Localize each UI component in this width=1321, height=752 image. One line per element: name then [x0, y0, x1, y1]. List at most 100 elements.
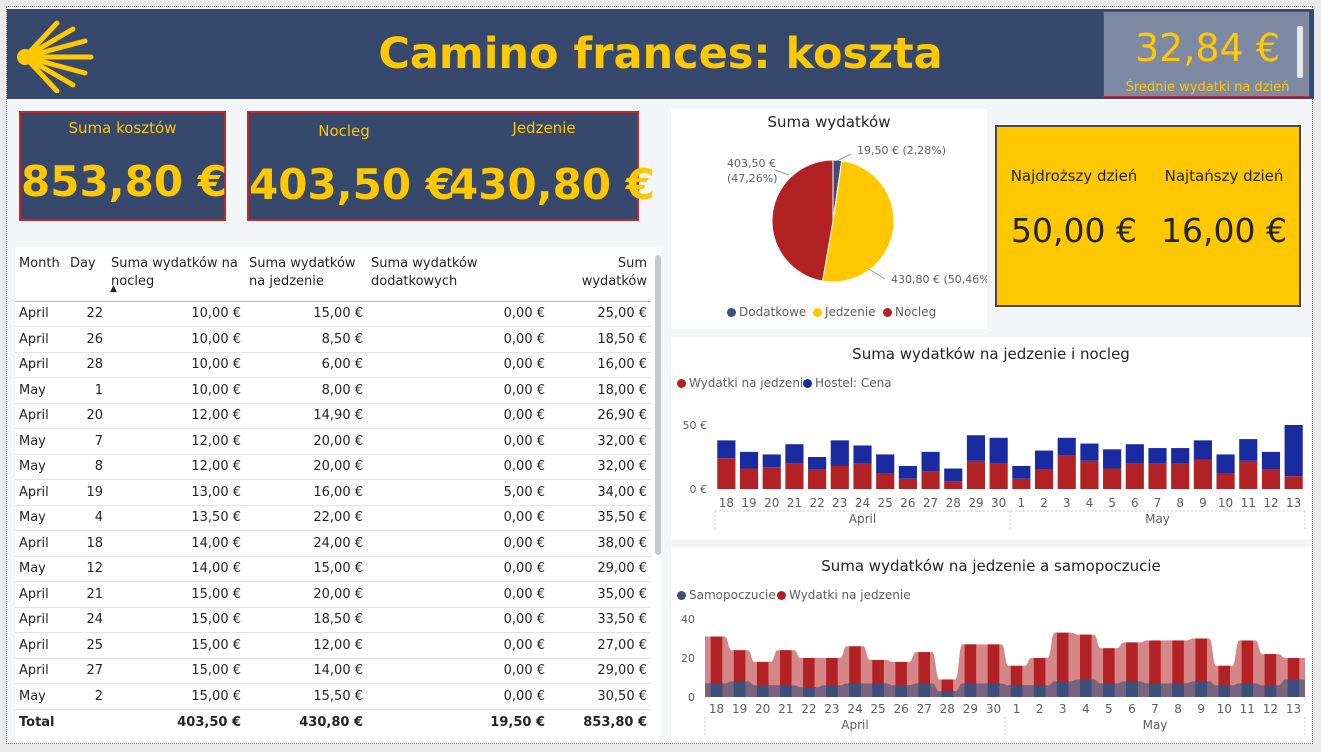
- column-header-lodging[interactable]: Suma wydatków na nocleg ▲: [107, 247, 245, 302]
- column-samopoczucie[interactable]: [1149, 683, 1161, 697]
- bar-food[interactable]: [1148, 463, 1167, 489]
- bar-hostel[interactable]: [1012, 465, 1031, 479]
- bar-food[interactable]: [717, 458, 736, 489]
- legend-item-dodatkowe[interactable]: Dodatkowe: [727, 305, 806, 319]
- column-food[interactable]: [710, 636, 723, 697]
- column-samopoczucie[interactable]: [1264, 685, 1277, 697]
- column-samopoczucie[interactable]: [1056, 681, 1069, 697]
- column-food[interactable]: [756, 661, 769, 697]
- column-food[interactable]: [918, 652, 930, 697]
- column-samopoczucie[interactable]: [780, 685, 792, 697]
- column-samopoczucie[interactable]: [1287, 679, 1300, 697]
- column-samopoczucie[interactable]: [710, 683, 723, 697]
- bar-food[interactable]: [830, 465, 849, 489]
- bar-hostel[interactable]: [989, 437, 1008, 464]
- column-samopoczucie[interactable]: [756, 685, 769, 697]
- legend-item-hostel[interactable]: Hostel: Cena: [803, 376, 892, 390]
- column-food[interactable]: [780, 650, 792, 697]
- column-samopoczucie[interactable]: [1033, 685, 1046, 697]
- column-samopoczucie[interactable]: [733, 681, 746, 697]
- bar-food[interactable]: [1103, 468, 1122, 489]
- column-food[interactable]: [1010, 665, 1023, 697]
- column-food[interactable]: [1126, 642, 1138, 697]
- bar-hostel[interactable]: [1103, 449, 1122, 469]
- legend-item-food-area[interactable]: Wydatki na jedzenie: [777, 588, 911, 602]
- column-food[interactable]: [1218, 665, 1230, 697]
- bar-hostel[interactable]: [1125, 444, 1144, 464]
- bar-food[interactable]: [944, 481, 963, 489]
- bar-food[interactable]: [898, 478, 917, 489]
- bar-food[interactable]: [1034, 469, 1054, 489]
- table-row[interactable]: May 8 12,00 €20,00 €0,00 €32,00 €: [15, 454, 651, 480]
- table-row[interactable]: April 22 10,00 €15,00 €0,00 €25,00 €: [15, 301, 651, 327]
- bar-food[interactable]: [989, 463, 1008, 489]
- bar-hostel[interactable]: [1216, 454, 1235, 474]
- bar-hostel[interactable]: [1148, 448, 1167, 464]
- column-samopoczucie[interactable]: [872, 683, 884, 697]
- bar-food[interactable]: [1080, 460, 1099, 489]
- bar-hostel[interactable]: [762, 454, 781, 468]
- column-samopoczucie[interactable]: [1126, 681, 1138, 697]
- pie-slice-jedzenie[interactable]: [821, 160, 895, 283]
- column-samopoczucie[interactable]: [918, 683, 930, 697]
- column-food[interactable]: [964, 644, 977, 697]
- column-food[interactable]: [1033, 658, 1046, 697]
- bar-food[interactable]: [762, 467, 781, 489]
- table-row[interactable]: April 28 10,00 €6,00 €0,00 €16,00 €: [15, 352, 651, 378]
- table-row[interactable]: April 24 15,00 €18,50 €0,00 €33,50 €: [15, 607, 651, 633]
- bar-food[interactable]: [808, 469, 827, 489]
- table-row[interactable]: April 25 15,00 €12,00 €0,00 €27,00 €: [15, 632, 651, 659]
- bar-hostel[interactable]: [921, 451, 940, 472]
- bar-food[interactable]: [1239, 460, 1258, 489]
- bar-hostel[interactable]: [1261, 451, 1281, 470]
- column-samopoczucie[interactable]: [1172, 683, 1184, 697]
- bar-food[interactable]: [1057, 455, 1076, 489]
- column-samopoczucie[interactable]: [1080, 679, 1092, 697]
- bar-hostel[interactable]: [785, 444, 804, 464]
- table-row[interactable]: April 27 15,00 €14,00 €0,00 €29,00 €: [15, 658, 651, 684]
- column-samopoczucie[interactable]: [1103, 683, 1115, 697]
- bar-hostel[interactable]: [944, 468, 963, 482]
- column-food[interactable]: [1056, 632, 1069, 697]
- bar-hostel[interactable]: [898, 465, 917, 479]
- bar-food[interactable]: [876, 473, 895, 489]
- column-samopoczucie[interactable]: [1010, 685, 1023, 697]
- column-samopoczucie[interactable]: [803, 687, 815, 697]
- table-row[interactable]: May 2 15,00 €15,50 €0,00 €30,50 €: [15, 683, 651, 710]
- bar-food[interactable]: [1216, 473, 1235, 489]
- table-row[interactable]: April 18 14,00 €24,00 €0,00 €38,00 €: [15, 530, 651, 557]
- column-food[interactable]: [1241, 640, 1254, 697]
- bar-food[interactable]: [966, 460, 986, 489]
- bar-hostel[interactable]: [1171, 448, 1190, 464]
- table-row[interactable]: April 26 10,00 €8,50 €0,00 €18,50 €: [15, 326, 651, 353]
- column-samopoczucie[interactable]: [895, 685, 907, 697]
- legend-item-nocleg[interactable]: Nocleg: [883, 305, 936, 319]
- bar-hostel[interactable]: [1193, 440, 1212, 460]
- bar-food[interactable]: [921, 471, 940, 489]
- bar-hostel[interactable]: [1239, 439, 1258, 461]
- column-food[interactable]: [1172, 640, 1184, 697]
- column-food[interactable]: [1195, 638, 1207, 698]
- column-food[interactable]: [733, 650, 746, 697]
- column-header-sum[interactable]: Sum wydatków: [549, 247, 651, 302]
- table-row[interactable]: May 4 13,50 €22,00 €0,00 €35,50 €: [15, 505, 651, 531]
- bar-hostel[interactable]: [966, 435, 986, 461]
- column-food[interactable]: [1080, 634, 1092, 697]
- column-food[interactable]: [1287, 658, 1300, 697]
- column-food[interactable]: [826, 658, 838, 697]
- column-samopoczucie[interactable]: [964, 683, 977, 697]
- column-food[interactable]: [987, 644, 1000, 697]
- bar-food[interactable]: [739, 468, 759, 489]
- column-food[interactable]: [941, 679, 954, 697]
- bar-food[interactable]: [1125, 463, 1144, 489]
- bar-hostel[interactable]: [717, 440, 736, 459]
- bar-food[interactable]: [1193, 459, 1212, 489]
- legend-item-food[interactable]: Wydatki na jedzenie: [677, 376, 811, 390]
- column-header-month[interactable]: Month: [15, 247, 66, 302]
- column-food[interactable]: [1264, 654, 1277, 697]
- legend-item-jedzenie[interactable]: Jedzenie: [813, 305, 876, 319]
- pie-slice-nocleg[interactable]: [771, 159, 834, 282]
- column-samopoczucie[interactable]: [849, 683, 861, 697]
- column-food[interactable]: [1103, 648, 1115, 697]
- bar-food[interactable]: [1284, 476, 1303, 489]
